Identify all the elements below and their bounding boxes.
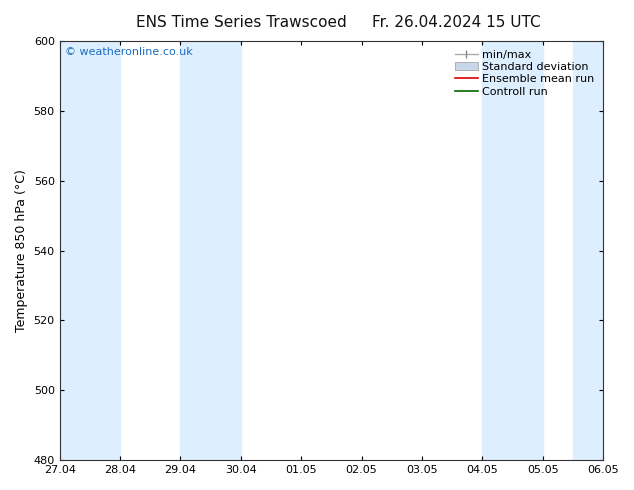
Text: Fr. 26.04.2024 15 UTC: Fr. 26.04.2024 15 UTC <box>372 15 541 30</box>
Bar <box>573 41 633 460</box>
Y-axis label: Temperature 850 hPa (°C): Temperature 850 hPa (°C) <box>15 169 28 332</box>
Legend: min/max, Standard deviation, Ensemble mean run, Controll run: min/max, Standard deviation, Ensemble me… <box>452 47 598 100</box>
Bar <box>60 41 120 460</box>
Text: ENS Time Series Trawscoed: ENS Time Series Trawscoed <box>136 15 346 30</box>
Bar <box>482 41 543 460</box>
Bar <box>181 41 241 460</box>
Text: © weatheronline.co.uk: © weatheronline.co.uk <box>65 48 193 57</box>
